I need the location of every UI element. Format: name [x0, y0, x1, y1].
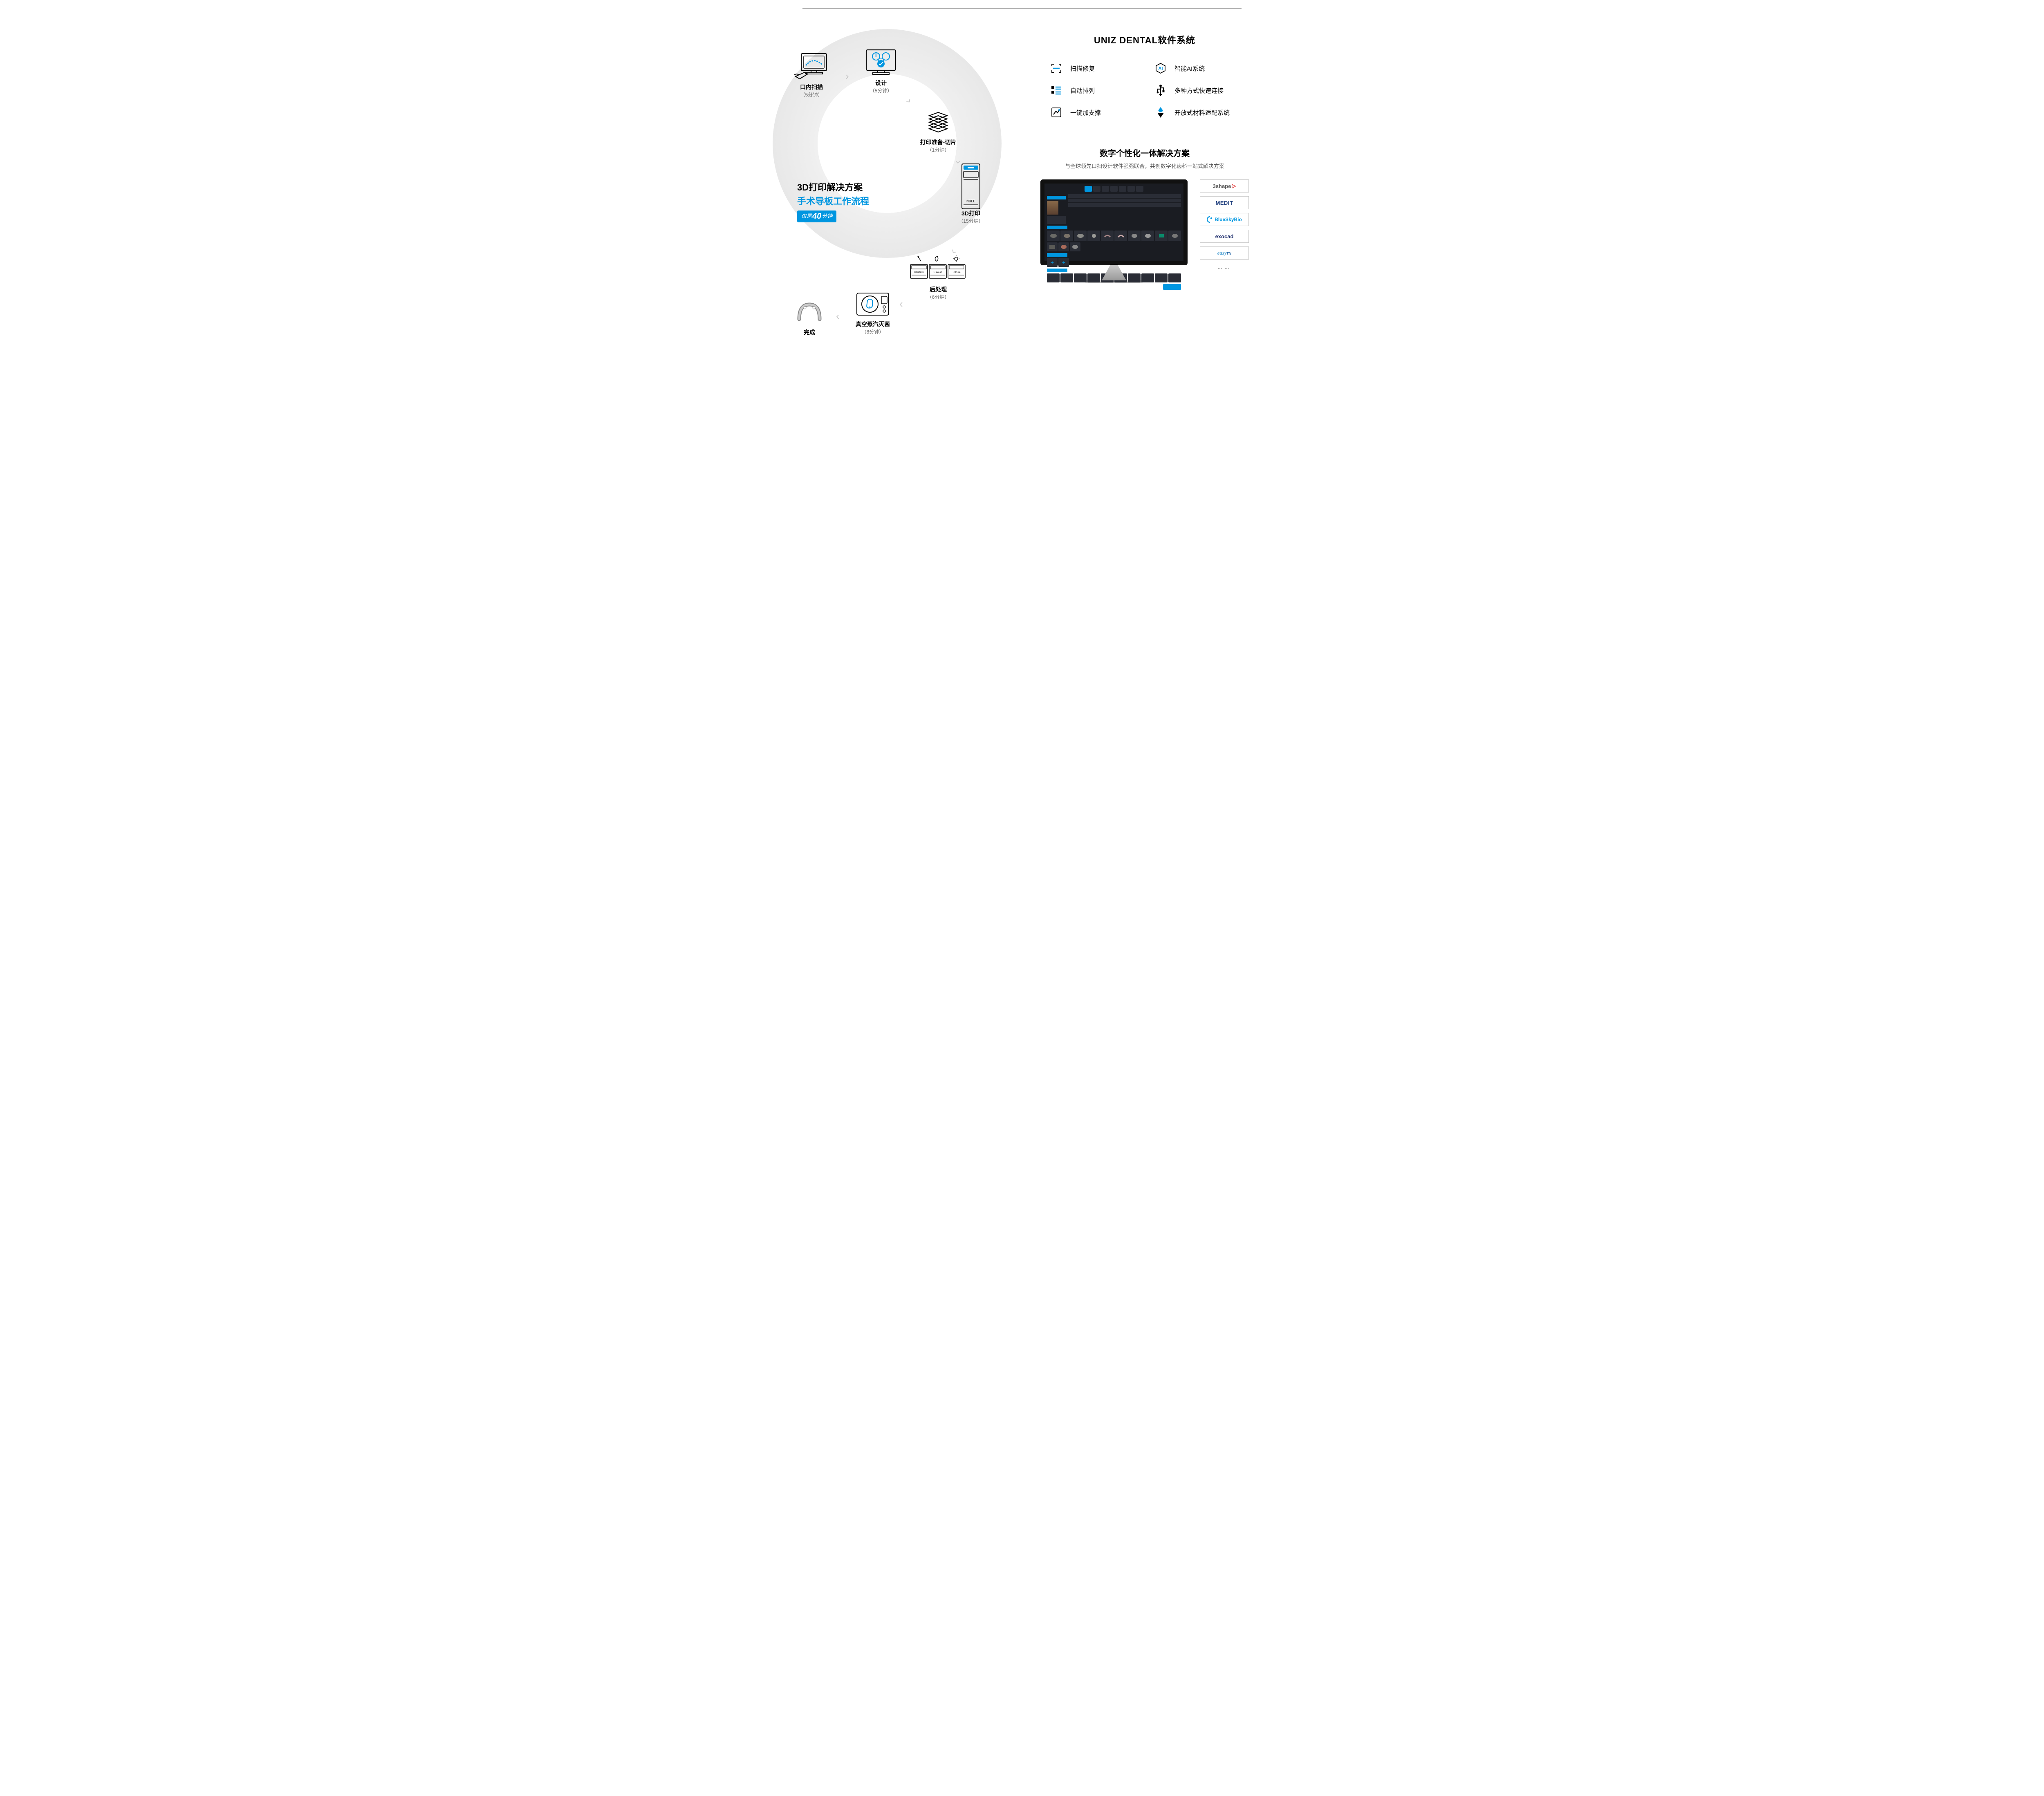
svg-text:UDetach: UDetach	[914, 271, 923, 274]
software-monitor: ++	[1040, 179, 1188, 283]
layout: 3D打印解决方案 手术导板工作流程 仅需40分钟	[773, 21, 1271, 336]
step-time: （15分钟）	[944, 217, 997, 224]
chevron-icon: ›	[899, 299, 903, 311]
software-row: ++ 3shape▷ MEDIT BlueSkyBio exocad easyr	[1018, 179, 1271, 283]
workflow-ring: 3D打印解决方案 手术导板工作流程 仅需40分钟	[773, 29, 1002, 258]
design-monitor-icon	[865, 49, 897, 76]
step-print: NBEE 3D打印 （15分钟）	[944, 166, 997, 224]
feature-connect: 多种方式快速连接	[1155, 85, 1239, 96]
usb-icon	[1155, 85, 1166, 96]
partner-logos: 3shape▷ MEDIT BlueSkyBio exocad easyrx ……	[1200, 179, 1249, 270]
step-label: 打印准备-切片	[912, 138, 965, 146]
svg-text:AI: AI	[1159, 66, 1163, 71]
step-label: 设计	[854, 79, 908, 87]
material-drop-icon	[1155, 107, 1166, 118]
step-done: 完成	[783, 299, 836, 336]
step-time: （6分钟）	[908, 293, 969, 300]
workflow-title-2: 手术导板工作流程	[797, 194, 895, 207]
workflow-center-text: 3D打印解决方案 手术导板工作流程 仅需40分钟	[797, 180, 895, 222]
feature-scan-repair: 扫描修复	[1051, 63, 1134, 74]
partner-medit: MEDIT	[1200, 196, 1249, 209]
badge-prefix: 仅需	[801, 213, 812, 219]
feature-grid: 扫描修复 AI 智能AI系统 自动排列 多种方式快速连接	[1051, 63, 1239, 118]
monitor-stand	[1102, 265, 1126, 280]
workflow-panel: 3D打印解决方案 手术导板工作流程 仅需40分钟	[773, 21, 1002, 336]
support-icon	[1051, 107, 1062, 118]
auto-arrange-icon	[1051, 85, 1062, 96]
svg-text:U Wash: U Wash	[933, 271, 942, 274]
solution-title: 数字个性化一体解决方案	[1018, 147, 1271, 159]
software-title: UNIZ DENTAL软件系统	[1018, 33, 1271, 46]
chevron-icon: ›	[845, 70, 849, 83]
feature-label: 智能AI系统	[1174, 64, 1205, 73]
dental-arch-icon	[793, 299, 826, 326]
step-time: （5分钟）	[785, 91, 838, 98]
partner-easyrx: easyrx	[1200, 246, 1249, 260]
feature-label: 一键加支撑	[1070, 108, 1101, 117]
feature-ai: AI 智能AI系统	[1155, 63, 1239, 74]
feature-label: 自动排列	[1070, 86, 1095, 95]
slice-stack-icon	[922, 109, 955, 136]
workflow-badge: 仅需40分钟	[797, 211, 836, 222]
svg-text:NBEE: NBEE	[966, 199, 975, 203]
partner-more: ……	[1200, 264, 1249, 270]
partner-exocad: exocad	[1200, 230, 1249, 243]
step-label: 真空蒸汽灭菌	[846, 320, 899, 328]
scanner-icon	[795, 54, 828, 81]
feature-support: 一键加支撑	[1051, 107, 1134, 118]
badge-number: 40	[812, 212, 822, 221]
ai-hex-icon: AI	[1155, 63, 1166, 74]
divider-rule	[802, 8, 1242, 9]
autoclave-icon	[856, 291, 889, 318]
svg-text:U Cure: U Cure	[953, 271, 961, 274]
step-label: 完成	[783, 328, 836, 336]
feature-label: 开放式材料适配系统	[1174, 108, 1230, 117]
feature-auto-arrange: 自动排列	[1051, 85, 1134, 96]
step-post: UDetach U Wash U Cure 后处理 （6分钟）	[908, 256, 969, 300]
step-label: 后处理	[908, 285, 969, 293]
feature-material: 开放式材料适配系统	[1155, 107, 1239, 118]
step-label: 3D打印	[944, 209, 997, 217]
solution-desc: 与全球领先口扫设计软件强强联合，共创数字化齿科一站式解决方案	[1018, 162, 1271, 170]
step-design: 设计 （5分钟）	[854, 49, 908, 94]
feature-label: 多种方式快速连接	[1174, 86, 1224, 95]
printer-icon: NBEE	[955, 166, 987, 207]
scan-brackets-icon	[1051, 63, 1062, 74]
step-scan: 口内扫描 （5分钟）	[785, 54, 838, 98]
workflow-title-1: 3D打印解决方案	[797, 180, 895, 193]
step-sterilize: 真空蒸汽灭菌 （8分钟）	[846, 291, 899, 335]
step-label: 口内扫描	[785, 83, 838, 91]
software-panel: UNIZ DENTAL软件系统 扫描修复 AI 智能AI系统 自动排列	[1018, 21, 1271, 336]
badge-suffix: 分钟	[822, 213, 832, 219]
partner-3shape: 3shape▷	[1200, 179, 1249, 193]
step-time: （8分钟）	[846, 328, 899, 335]
step-time: （1分钟）	[912, 146, 965, 153]
step-time: （5分钟）	[854, 87, 908, 94]
feature-label: 扫描修复	[1070, 64, 1095, 73]
postprocess-icon: UDetach U Wash U Cure	[922, 256, 955, 283]
step-slice: 打印准备-切片 （1分钟）	[912, 109, 965, 153]
chevron-icon: ›	[836, 311, 840, 324]
software-screenshot: ++	[1040, 179, 1188, 265]
partner-blueskybio: BlueSkyBio	[1200, 213, 1249, 226]
